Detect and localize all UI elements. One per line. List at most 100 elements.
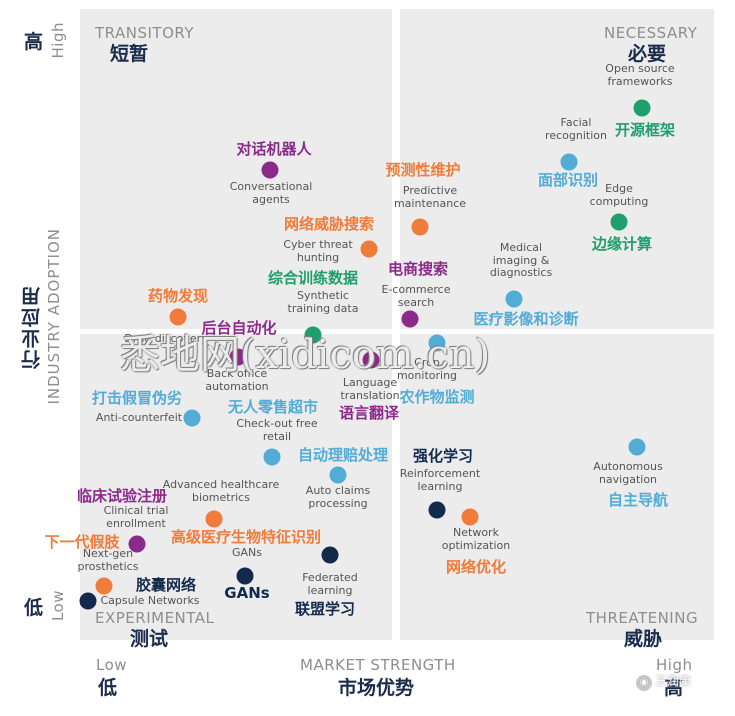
quadrant-tl-zh: 短暂 <box>110 43 149 65</box>
quadrant-experimental-bg <box>80 334 392 640</box>
item-label-zh-conv-agents: 对话机器人 <box>236 140 312 158</box>
x-high-en: High <box>656 656 693 674</box>
item-label-zh-edge: 边缘计算 <box>591 235 653 253</box>
x-title-en: MARKET STRENGTH <box>300 656 456 674</box>
quadrant-br-en: THREATENING <box>586 609 699 627</box>
item-label-zh-clinical: 临床试验注册 <box>76 487 168 505</box>
y-low-en: Low <box>49 590 67 622</box>
item-dot-anticounterfeit <box>183 409 201 427</box>
item-label-zh-anticounterfeit: 打击假冒伪劣 <box>91 389 183 407</box>
x-low-zh: 低 <box>98 677 118 699</box>
y-low-zh: 低 <box>24 597 44 619</box>
item-label-zh-cyber: 网络威胁搜索 <box>283 215 375 233</box>
item-label-zh-ecommerce: 电商搜索 <box>387 260 449 278</box>
item-dot-conv-agents <box>261 161 279 179</box>
item-dot-facial <box>560 153 578 171</box>
quadrant-tr-zh: 必要 <box>628 43 667 65</box>
x-high-zh: 高 <box>664 677 684 699</box>
quadrant-tr-en: NECESSARY <box>604 24 698 42</box>
item-label-en-network-opt: Network optimization <box>441 526 511 552</box>
y-title-en: INDUSTRY ADOPTION <box>45 228 63 405</box>
item-dot-edge <box>610 213 628 231</box>
item-label-zh-predictive: 预测性维护 <box>385 161 461 179</box>
item-dot-autonomous <box>628 438 646 456</box>
item-label-zh-network-opt: 网络优化 <box>445 558 507 576</box>
item-label-en-ecommerce: E-commerce search <box>381 283 451 309</box>
item-label-en-clinical: Clinical trial enrollment <box>103 504 169 530</box>
item-label-en-reinforcement: Reinforcement learning <box>399 467 481 493</box>
item-dot-gans <box>236 567 254 585</box>
item-label-zh-capsule: 胶囊网络 <box>135 576 197 594</box>
item-label-zh-autonomous: 自主导航 <box>607 491 669 509</box>
item-dot-prosthetics <box>95 577 113 595</box>
item-dot-network-opt <box>461 508 479 526</box>
item-dot-claims <box>329 466 347 484</box>
item-label-zh-synthetic: 综合训练数据 <box>267 269 359 287</box>
item-label-zh-checkout: 无人零售超市 <box>227 398 319 416</box>
item-label-zh-open-source: 开源框架 <box>614 121 676 139</box>
item-label-zh-biometrics: 高级医疗生物特征识别 <box>170 528 322 546</box>
y-high-zh: 高 <box>24 31 44 53</box>
y-title-zh: 行业应用 <box>21 285 43 369</box>
item-dot-language <box>362 351 380 369</box>
x-title-zh: 市场优势 <box>338 677 415 699</box>
item-label-en-gans: GANs <box>231 546 263 559</box>
item-label-en-federated: Federated learning <box>302 571 358 597</box>
item-label-en-synthetic: Synthetic training data <box>287 289 359 315</box>
quadrant-necessary-bg <box>400 9 714 329</box>
item-label-en-predictive: Predictive maintenance <box>393 184 467 210</box>
item-label-en-checkout: Check-out free retail <box>236 417 318 443</box>
item-label-en-conv-agents: Conversational agents <box>229 180 313 206</box>
item-label-en-prosthetics: Next-gen prosthetics <box>77 547 139 573</box>
item-label-zh-crop: 农作物监测 <box>399 388 475 406</box>
item-label-zh-medical: 医疗影像和诊断 <box>473 310 579 328</box>
y-high-en: High <box>49 22 67 59</box>
item-label-zh-claims: 自动理赔处理 <box>297 446 389 464</box>
wechat-watermark: ◉ 王润康 <box>636 672 691 691</box>
item-label-zh-prosthetics: 下一代假肢 <box>44 533 120 551</box>
item-label-zh-reinforcement: 强化学习 <box>412 447 474 465</box>
item-label-zh-facial: 面部识别 <box>537 171 599 189</box>
item-label-zh-federated: 联盟学习 <box>294 600 356 618</box>
item-label-en-cyber: Cyber threat hunting <box>283 238 353 264</box>
item-dot-biometrics <box>205 510 223 528</box>
item-label-en-facial: Facial recognition <box>545 116 607 142</box>
item-label-en-language: Language translation <box>340 376 400 402</box>
item-label-en-autonomous: Autonomous navigation <box>593 460 663 486</box>
quadrant-threatening-bg <box>400 334 714 640</box>
item-label-en-backoffice: Back office automation <box>205 367 269 393</box>
x-low-en: Low <box>96 656 128 674</box>
item-label-en-edge: Edge computing <box>589 182 649 208</box>
quadrant-transitory-bg <box>80 9 392 329</box>
item-dot-checkout <box>263 448 281 466</box>
item-dot-reinforcement <box>428 501 446 519</box>
item-label-en-open-source: Open source frameworks <box>605 62 675 88</box>
item-dot-clinical <box>128 535 146 553</box>
item-label-en-anticounterfeit: Anti-counterfeit <box>95 411 183 424</box>
quadrant-tl-en: TRANSITORY <box>95 24 194 42</box>
item-dot-predictive <box>411 218 429 236</box>
wechat-label: 王润康 <box>655 674 692 688</box>
item-dot-synthetic <box>304 326 322 344</box>
item-label-en-drug: Drug discovery <box>124 332 208 345</box>
quadrant-br-zh: 威胁 <box>624 628 663 650</box>
wechat-icon: ◉ <box>636 675 652 691</box>
quadrant-bl-en: EXPERIMENTAL <box>95 609 215 627</box>
item-label-zh-drug: 药物发现 <box>147 287 209 305</box>
item-dot-federated <box>321 546 339 564</box>
item-dot-open-source <box>633 99 651 117</box>
item-dot-capsule <box>79 592 97 610</box>
item-dot-medical <box>505 290 523 308</box>
item-label-en-claims: Auto claims processing <box>305 484 371 510</box>
item-dot-backoffice <box>229 348 247 366</box>
quadrant-bl-zh: 测试 <box>130 628 169 650</box>
item-label-zh-gans: GANs <box>224 584 270 602</box>
item-label-en-biometrics: Advanced healthcare biometrics <box>162 478 280 504</box>
watermark-text: 悉地网(xidicom.cn) <box>120 332 491 378</box>
item-label-en-capsule: Capsule Networks <box>100 594 200 607</box>
item-dot-ecommerce <box>401 310 419 328</box>
item-dot-cyber <box>360 240 378 258</box>
item-label-en-medical: Medical imaging & diagnostics <box>489 241 553 280</box>
item-label-zh-language: 语言翻译 <box>338 404 400 422</box>
